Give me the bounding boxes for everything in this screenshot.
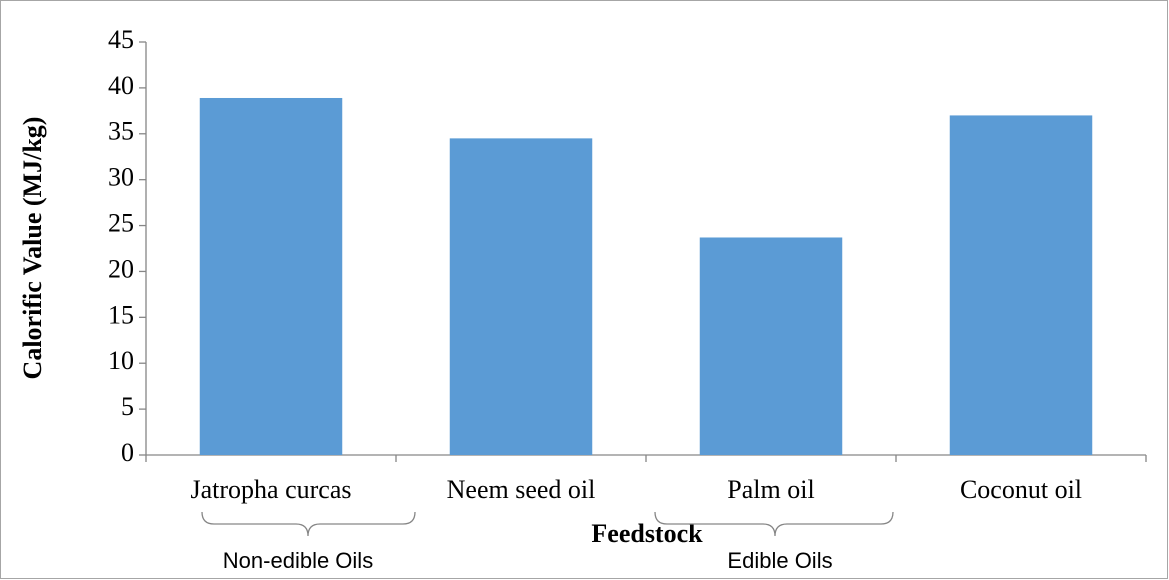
y-tick-label: 0: [121, 438, 134, 467]
bar: [449, 138, 593, 455]
x-tick-label: Palm oil: [727, 475, 814, 504]
y-tick-label: 20: [108, 254, 134, 283]
y-tick-label: 25: [108, 209, 134, 238]
x-tick-label: Jatropha curcas: [191, 475, 352, 504]
group-annotation: Non-edible Oils: [223, 548, 373, 573]
y-tick-label: 35: [108, 117, 134, 146]
y-tick-label: 45: [108, 25, 134, 54]
x-axis-label: Feedstock: [591, 519, 703, 548]
bar: [699, 237, 843, 455]
x-tick-label: Coconut oil: [960, 475, 1082, 504]
group-brace: [201, 511, 416, 537]
y-tick-label: 15: [108, 300, 134, 329]
y-axis-label: Calorific Value (MJ/kg): [18, 117, 47, 380]
bar: [949, 115, 1093, 455]
x-tick-label: Neem seed oil: [447, 475, 596, 504]
bar: [199, 97, 343, 456]
y-tick-label: 10: [108, 346, 134, 375]
y-tick-label: 30: [108, 163, 134, 192]
y-tick-label: 5: [121, 392, 134, 421]
y-tick-label: 40: [108, 71, 134, 100]
group-brace: [654, 511, 894, 537]
group-annotation: Edible Oils: [727, 548, 832, 573]
